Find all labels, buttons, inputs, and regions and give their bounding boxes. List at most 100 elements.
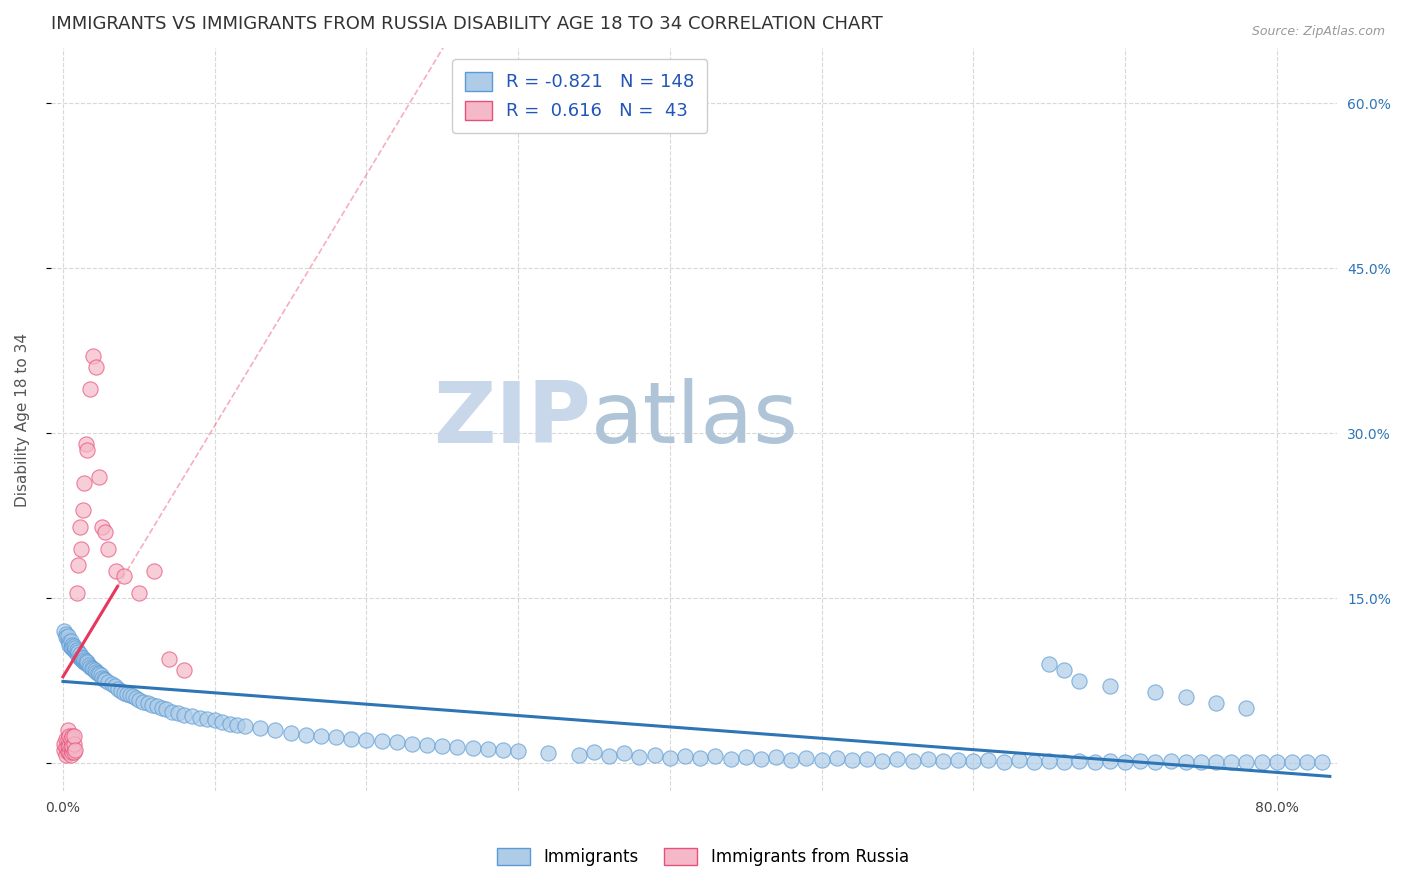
- Point: [60, 739, 83, 753]
- Point: [60, 745, 83, 759]
- Point: [59, 634, 82, 648]
- Point: [796, 751, 818, 765]
- Point: [67, 648, 90, 663]
- Point: [72, 503, 94, 517]
- Point: [110, 683, 132, 698]
- Point: [83, 663, 105, 677]
- Point: [62, 745, 84, 759]
- Point: [73, 475, 96, 490]
- Point: [55, 747, 77, 762]
- Point: [89, 470, 111, 484]
- Point: [582, 745, 605, 759]
- Point: [67, 558, 90, 573]
- Point: [76, 657, 98, 672]
- Point: [107, 681, 129, 696]
- Point: [118, 688, 141, 702]
- Point: [58, 739, 80, 753]
- Point: [58, 638, 80, 652]
- Point: [87, 666, 110, 681]
- Point: [67, 645, 90, 659]
- Point: [69, 650, 91, 665]
- Point: [1310, 756, 1333, 770]
- Point: [55, 739, 77, 754]
- Point: [86, 665, 108, 679]
- Point: [613, 747, 636, 761]
- Legend: Immigrants, Immigrants from Russia: Immigrants, Immigrants from Russia: [491, 841, 915, 873]
- Text: Source: ZipAtlas.com: Source: ZipAtlas.com: [1251, 25, 1385, 38]
- Point: [70, 541, 93, 556]
- Point: [264, 723, 287, 738]
- Point: [720, 752, 742, 766]
- Point: [734, 749, 756, 764]
- Point: [841, 753, 863, 767]
- Point: [167, 706, 190, 720]
- Point: [75, 657, 97, 671]
- Point: [121, 690, 143, 704]
- Legend: R = -0.821   N = 148, R =  0.616   N =  43: R = -0.821 N = 148, R = 0.616 N = 43: [453, 59, 707, 133]
- Point: [65, 643, 87, 657]
- Point: [1205, 756, 1227, 770]
- Point: [856, 752, 879, 766]
- Point: [1098, 754, 1121, 768]
- Point: [932, 754, 955, 768]
- Point: [1098, 679, 1121, 693]
- Point: [56, 629, 79, 643]
- Point: [901, 754, 924, 768]
- Point: [112, 686, 135, 700]
- Point: [75, 654, 97, 668]
- Point: [58, 729, 80, 743]
- Point: [60, 640, 83, 655]
- Point: [325, 730, 347, 744]
- Point: [1281, 756, 1303, 770]
- Point: [173, 663, 195, 677]
- Point: [294, 728, 316, 742]
- Point: [55, 732, 77, 747]
- Point: [75, 437, 97, 451]
- Point: [91, 671, 114, 685]
- Point: [1008, 753, 1031, 767]
- Point: [58, 745, 80, 759]
- Point: [72, 654, 94, 668]
- Point: [249, 721, 271, 735]
- Point: [181, 709, 204, 723]
- Point: [537, 747, 560, 761]
- Point: [146, 699, 169, 714]
- Point: [62, 639, 84, 653]
- Point: [173, 708, 195, 723]
- Point: [94, 525, 117, 540]
- Point: [280, 725, 302, 739]
- Point: [53, 737, 76, 751]
- Point: [97, 541, 120, 556]
- Point: [125, 691, 148, 706]
- Text: atlas: atlas: [591, 378, 799, 461]
- Point: [90, 668, 112, 682]
- Point: [195, 712, 218, 726]
- Point: [56, 739, 79, 753]
- Point: [79, 659, 101, 673]
- Point: [62, 643, 84, 657]
- Point: [477, 742, 499, 756]
- Point: [188, 711, 211, 725]
- Point: [65, 646, 87, 660]
- Point: [977, 753, 1000, 767]
- Point: [76, 655, 98, 669]
- Point: [370, 734, 392, 748]
- Point: [1174, 756, 1197, 770]
- Point: [100, 677, 122, 691]
- Point: [432, 739, 454, 753]
- Point: [233, 719, 256, 733]
- Point: [1234, 756, 1257, 770]
- Point: [1038, 657, 1060, 672]
- Point: [870, 754, 893, 768]
- Point: [79, 383, 101, 397]
- Point: [53, 743, 76, 757]
- Point: [56, 633, 79, 648]
- Point: [59, 732, 82, 747]
- Point: [226, 718, 249, 732]
- Point: [218, 716, 240, 731]
- Point: [94, 673, 117, 687]
- Point: [461, 741, 484, 756]
- Point: [568, 747, 591, 762]
- Point: [93, 672, 115, 686]
- Point: [62, 729, 84, 743]
